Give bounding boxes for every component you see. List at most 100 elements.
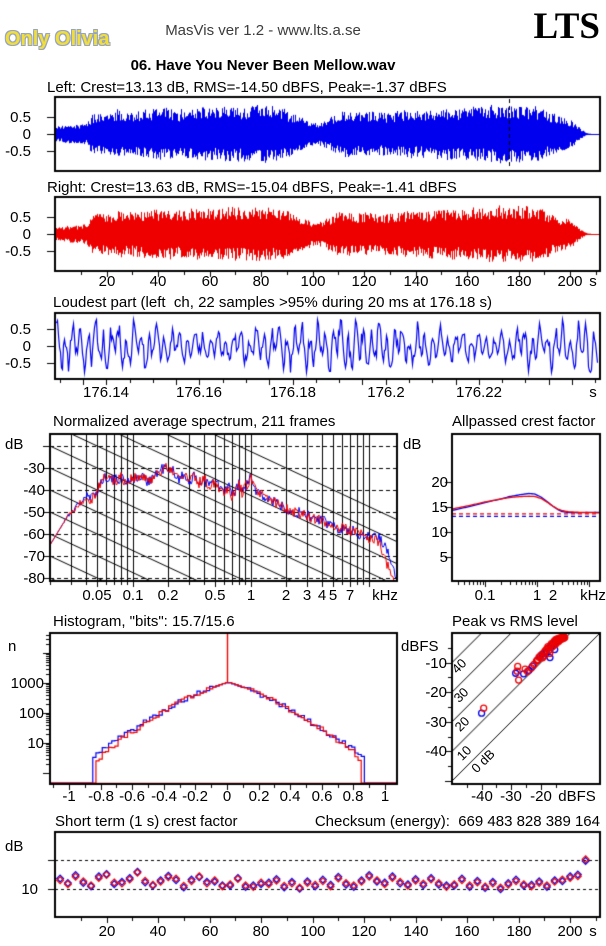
- x-tick-label: -0.2: [182, 788, 208, 805]
- x-tick-label: 5: [328, 587, 338, 604]
- x-tick-label: 40: [149, 273, 167, 290]
- histogram-y-axis-label: n: [8, 638, 17, 655]
- y-tick-label: -80: [23, 570, 45, 587]
- x-tick-label: 100: [300, 273, 326, 290]
- y-tick-label: 10: [431, 524, 448, 541]
- x-tick-label: 0.4: [279, 788, 301, 805]
- x-axis-unit: kHz: [580, 587, 606, 604]
- x-tick-label: -20: [530, 788, 552, 805]
- x-tick-label: 80: [252, 273, 270, 290]
- y-tick-label: 0: [22, 126, 31, 143]
- short-term-crest-title: Short term (1 s) crest factor: [55, 813, 238, 830]
- x-axis-unit: s: [589, 384, 597, 401]
- spectrum-y-axis-label: dB: [5, 436, 24, 453]
- peak-y-axis-label: dBFS: [401, 638, 439, 655]
- spectrum-title: Normalized average spectrum, 211 frames: [53, 413, 336, 430]
- x-tick-label: -30: [500, 788, 522, 805]
- x-tick-label: 80: [252, 923, 270, 940]
- x-tick-label: 1: [532, 587, 542, 604]
- x-tick-label: 0.05: [82, 587, 112, 604]
- song-title: 06. Have You Never Been Mellow.wav: [130, 57, 396, 74]
- x-tick-label: 0: [222, 788, 232, 805]
- x-tick-label: 100: [300, 923, 326, 940]
- x-tick-label: 176.14: [83, 384, 129, 401]
- y-tick-label: 10: [27, 735, 44, 752]
- x-tick-label: 60: [201, 923, 219, 940]
- x-axis-unit: s: [589, 273, 597, 290]
- x-axis-unit: kHz: [372, 587, 398, 604]
- y-tick-label: 20: [431, 474, 448, 491]
- x-tick-label: 1: [246, 587, 256, 604]
- y-tick-label: -30: [23, 460, 45, 477]
- x-tick-label: 0.8: [342, 788, 364, 805]
- y-tick-label: -40: [425, 743, 447, 760]
- x-tick-label: 120: [351, 923, 377, 940]
- x-tick-label: 176.2: [367, 384, 405, 401]
- x-tick-label: 20: [98, 923, 116, 940]
- y-tick-label: -60: [23, 526, 45, 543]
- x-tick-label: 200: [557, 923, 583, 940]
- allpassed-y-axis-label: dB: [403, 436, 422, 453]
- checksum: Checksum (energy): 669 483 828 389 164: [314, 813, 600, 830]
- x-tick-label: 7: [345, 587, 355, 604]
- x-tick-label: 176.16: [176, 384, 222, 401]
- y-tick-label: 100: [18, 705, 44, 722]
- y-tick-label: 0.5: [10, 209, 31, 226]
- x-tick-label: -0.8: [88, 788, 114, 805]
- x-tick-label: 3: [302, 587, 312, 604]
- x-tick-label: 200: [557, 273, 583, 290]
- y-tick-label: 0.5: [10, 109, 31, 126]
- y-tick-label: -70: [23, 548, 45, 565]
- y-tick-label: 0: [22, 338, 31, 355]
- x-tick-label: 160: [454, 923, 480, 940]
- x-tick-label: -1: [62, 788, 76, 805]
- y-tick-label: -0.5: [5, 355, 31, 372]
- x-tick-label: 0.1: [122, 587, 144, 604]
- x-tick-label: 0.1: [474, 587, 496, 604]
- x-tick-label: 120: [351, 273, 377, 290]
- user-nickname: Only Olivia: [5, 28, 110, 50]
- x-tick-label: 140: [403, 923, 429, 940]
- y-tick-label: -20: [425, 684, 447, 701]
- x-tick-label: 176.18: [270, 384, 316, 401]
- x-tick-label: 0.2: [248, 788, 270, 805]
- y-tick-label: 0.5: [10, 321, 31, 338]
- y-tick-label: -10: [425, 655, 447, 672]
- allpassed-crest-title: Allpassed crest factor: [452, 413, 596, 430]
- x-tick-label: 2: [548, 587, 558, 604]
- x-axis-unit: dBFS: [558, 788, 596, 805]
- x-tick-label: 180: [506, 273, 532, 290]
- left-channel-stats: Left: Crest=13.13 dB, RMS=-14.50 dBFS, P…: [47, 79, 447, 96]
- y-tick-label: 1000: [10, 675, 44, 692]
- y-tick-label: -50: [23, 504, 45, 521]
- y-tick-label: -0.5: [5, 143, 31, 160]
- x-tick-label: 1: [380, 788, 390, 805]
- peak-vs-rms-title: Peak vs RMS level: [452, 613, 578, 630]
- y-tick-label: -0.5: [5, 243, 31, 260]
- histogram-title: Histogram, "bits": 15.7/15.6: [53, 613, 235, 630]
- loudest-part-title: Loudest part (left ch, 22 samples >95% d…: [53, 294, 492, 311]
- x-tick-label: -0.4: [151, 788, 177, 805]
- x-tick-label: 176.22: [456, 384, 502, 401]
- y-tick-label: -40: [23, 482, 45, 499]
- short-term-y-axis-label: dB: [5, 838, 24, 855]
- x-tick-label: -40: [471, 788, 493, 805]
- y-tick-label: 5: [439, 549, 448, 566]
- x-tick-label: -0.6: [119, 788, 145, 805]
- x-tick-label: 40: [149, 923, 167, 940]
- x-tick-label: 60: [201, 273, 219, 290]
- app-version-link: MasVis ver 1.2 - www.lts.a.se: [165, 22, 361, 39]
- y-tick-label: 0: [22, 226, 31, 243]
- x-tick-label: 0.2: [157, 587, 179, 604]
- x-tick-label: 180: [506, 923, 532, 940]
- x-tick-label: 20: [98, 273, 116, 290]
- right-channel-stats: Right: Crest=13.63 dB, RMS=-15.04 dBFS, …: [47, 179, 457, 196]
- x-tick-label: 0.5: [204, 587, 226, 604]
- x-tick-label: 4: [317, 587, 327, 604]
- y-tick-label: -30: [425, 714, 447, 731]
- x-tick-label: 0.6: [311, 788, 333, 805]
- y-tick-label: 15: [431, 499, 448, 516]
- x-tick-label: 2: [281, 587, 291, 604]
